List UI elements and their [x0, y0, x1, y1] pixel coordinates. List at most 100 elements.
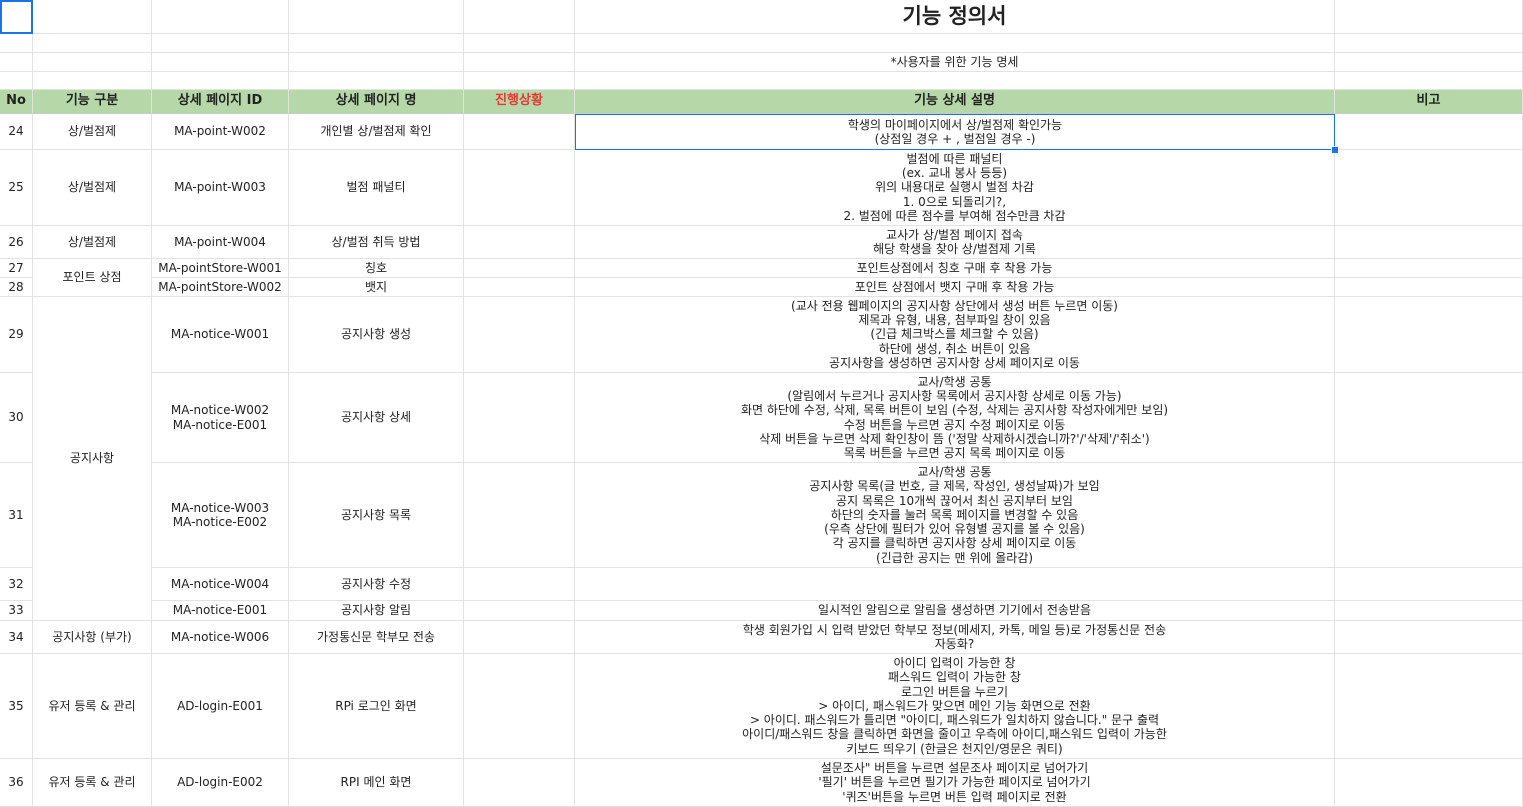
- note-cell[interactable]: [1335, 568, 1523, 601]
- note-cell[interactable]: [1335, 373, 1523, 463]
- empty-cell[interactable]: [464, 72, 575, 90]
- category-cell[interactable]: 포인트 상점: [33, 259, 152, 297]
- page-name[interactable]: 공지사항 알림: [289, 601, 464, 621]
- page-name[interactable]: 칭호: [289, 259, 464, 278]
- empty-cell[interactable]: [464, 34, 575, 53]
- note-cell[interactable]: [1335, 259, 1523, 278]
- note-cell[interactable]: [1335, 114, 1523, 150]
- empty-cell[interactable]: [152, 0, 289, 34]
- empty-cell[interactable]: [0, 72, 33, 90]
- empty-cell[interactable]: [289, 34, 464, 53]
- page-id[interactable]: MA-pointStore-W002: [152, 278, 289, 297]
- empty-cell[interactable]: [0, 53, 33, 72]
- page-id[interactable]: AD-login-E002: [152, 759, 289, 807]
- page-id[interactable]: MA-point-W002: [152, 114, 289, 150]
- page-id[interactable]: MA-point-W004: [152, 226, 289, 259]
- empty-cell[interactable]: [152, 34, 289, 53]
- header-category[interactable]: 기능 구분: [33, 90, 152, 114]
- empty-cell[interactable]: [575, 34, 1335, 53]
- description-cell[interactable]: 학생 회원가입 시 입력 받았던 학부모 정보(메세지, 카톡, 메일 등)로 …: [575, 621, 1335, 654]
- description-cell[interactable]: 학생의 마이페이지에서 상/벌점제 확인가능 (상점일 경우 + , 벌점일 경우…: [575, 114, 1335, 150]
- category-cell[interactable]: 공지사항: [33, 297, 152, 621]
- description-cell[interactable]: (교사 전용 웹페이지의 공지사항 상단에서 생성 버튼 누르면 이동) 제목과 …: [575, 297, 1335, 373]
- description-cell[interactable]: 일시적인 알림으로 알림을 생성하면 기기에서 전송받음: [575, 601, 1335, 621]
- row-no[interactable]: 29: [0, 297, 33, 373]
- page-id[interactable]: MA-notice-E001: [152, 601, 289, 621]
- page-id[interactable]: MA-notice-W002 MA-notice-E001: [152, 373, 289, 463]
- description-cell[interactable]: 설문조사" 버튼을 누르면 설문조사 페이지로 넘어가기 '필기' 버튼을 누르면…: [575, 759, 1335, 807]
- progress-cell[interactable]: [464, 259, 575, 278]
- sheet-title[interactable]: 기능 정의서: [575, 0, 1335, 34]
- row-no[interactable]: 26: [0, 226, 33, 259]
- empty-cell[interactable]: [1335, 72, 1523, 90]
- empty-cell[interactable]: [289, 72, 464, 90]
- category-cell[interactable]: 공지사항 (부가): [33, 621, 152, 654]
- header-no[interactable]: No: [0, 90, 33, 114]
- page-id[interactable]: MA-notice-W006: [152, 621, 289, 654]
- sheet-subtitle[interactable]: *사용자를 위한 기능 명세: [575, 53, 1335, 72]
- header-page-name[interactable]: 상세 페이지 명: [289, 90, 464, 114]
- empty-cell[interactable]: [1335, 0, 1523, 34]
- row-no[interactable]: 30: [0, 373, 33, 463]
- description-cell[interactable]: 포인트상점에서 칭호 구매 후 착용 가능: [575, 259, 1335, 278]
- progress-cell[interactable]: [464, 297, 575, 373]
- row-no[interactable]: 28: [0, 278, 33, 297]
- description-cell[interactable]: [575, 568, 1335, 601]
- header-description[interactable]: 기능 상세 설명: [575, 90, 1335, 114]
- empty-cell[interactable]: [152, 53, 289, 72]
- note-cell[interactable]: [1335, 759, 1523, 807]
- empty-cell[interactable]: [33, 72, 152, 90]
- row-no[interactable]: 25: [0, 150, 33, 226]
- row-no[interactable]: 32: [0, 568, 33, 601]
- empty-cell[interactable]: [575, 72, 1335, 90]
- row-no[interactable]: 33: [0, 601, 33, 621]
- empty-cell[interactable]: [1335, 53, 1523, 72]
- category-cell[interactable]: 상/벌점제: [33, 150, 152, 226]
- progress-cell[interactable]: [464, 373, 575, 463]
- row-no[interactable]: 36: [0, 759, 33, 807]
- progress-cell[interactable]: [464, 601, 575, 621]
- note-cell[interactable]: [1335, 621, 1523, 654]
- note-cell[interactable]: [1335, 463, 1523, 568]
- category-cell[interactable]: 유저 등록 & 관리: [33, 654, 152, 759]
- page-name[interactable]: 개인별 상/벌점제 확인: [289, 114, 464, 150]
- empty-cell[interactable]: [33, 0, 152, 34]
- fill-handle[interactable]: [1331, 146, 1339, 154]
- progress-cell[interactable]: [464, 654, 575, 759]
- page-id[interactable]: AD-login-E001: [152, 654, 289, 759]
- description-cell[interactable]: 포인트 상점에서 뱃지 구매 후 착용 가능: [575, 278, 1335, 297]
- page-name[interactable]: 가정통신문 학부모 전송: [289, 621, 464, 654]
- category-cell[interactable]: 유저 등록 & 관리: [33, 759, 152, 807]
- page-id[interactable]: MA-notice-W003 MA-notice-E002: [152, 463, 289, 568]
- description-cell[interactable]: 교사/학생 공통 공지사항 목록(글 번호, 글 제목, 작성인, 생성날짜)가 …: [575, 463, 1335, 568]
- progress-cell[interactable]: [464, 278, 575, 297]
- page-id[interactable]: MA-point-W003: [152, 150, 289, 226]
- empty-cell[interactable]: [0, 34, 33, 53]
- header-note[interactable]: 비고: [1335, 90, 1523, 114]
- progress-cell[interactable]: [464, 226, 575, 259]
- page-name[interactable]: 공지사항 생성: [289, 297, 464, 373]
- empty-cell[interactable]: [464, 53, 575, 72]
- page-name[interactable]: 공지사항 목록: [289, 463, 464, 568]
- progress-cell[interactable]: [464, 621, 575, 654]
- page-name[interactable]: RPI 메인 화면: [289, 759, 464, 807]
- description-cell[interactable]: 교사/학생 공통 (알림에서 누르거나 공지사항 목록에서 공지사항 상세로 이동…: [575, 373, 1335, 463]
- empty-cell[interactable]: [0, 0, 33, 34]
- description-cell[interactable]: 벌점에 따른 패널티 (ex. 교내 봉사 등등) 위의 내용대로 실행시 벌점 차…: [575, 150, 1335, 226]
- empty-cell[interactable]: [1335, 34, 1523, 53]
- header-page-id[interactable]: 상세 페이지 ID: [152, 90, 289, 114]
- category-cell[interactable]: 상/벌점제: [33, 114, 152, 150]
- empty-cell[interactable]: [464, 0, 575, 34]
- empty-cell[interactable]: [152, 72, 289, 90]
- description-cell[interactable]: 교사가 상/벌점 페이지 접속 해당 학생을 찾아 상/벌점제 기록: [575, 226, 1335, 259]
- progress-cell[interactable]: [464, 114, 575, 150]
- row-no[interactable]: 24: [0, 114, 33, 150]
- page-name[interactable]: 공지사항 수정: [289, 568, 464, 601]
- row-no[interactable]: 35: [0, 654, 33, 759]
- progress-cell[interactable]: [464, 463, 575, 568]
- page-name[interactable]: 벌점 패널티: [289, 150, 464, 226]
- note-cell[interactable]: [1335, 278, 1523, 297]
- empty-cell[interactable]: [33, 53, 152, 72]
- note-cell[interactable]: [1335, 297, 1523, 373]
- category-cell[interactable]: 상/벌점제: [33, 226, 152, 259]
